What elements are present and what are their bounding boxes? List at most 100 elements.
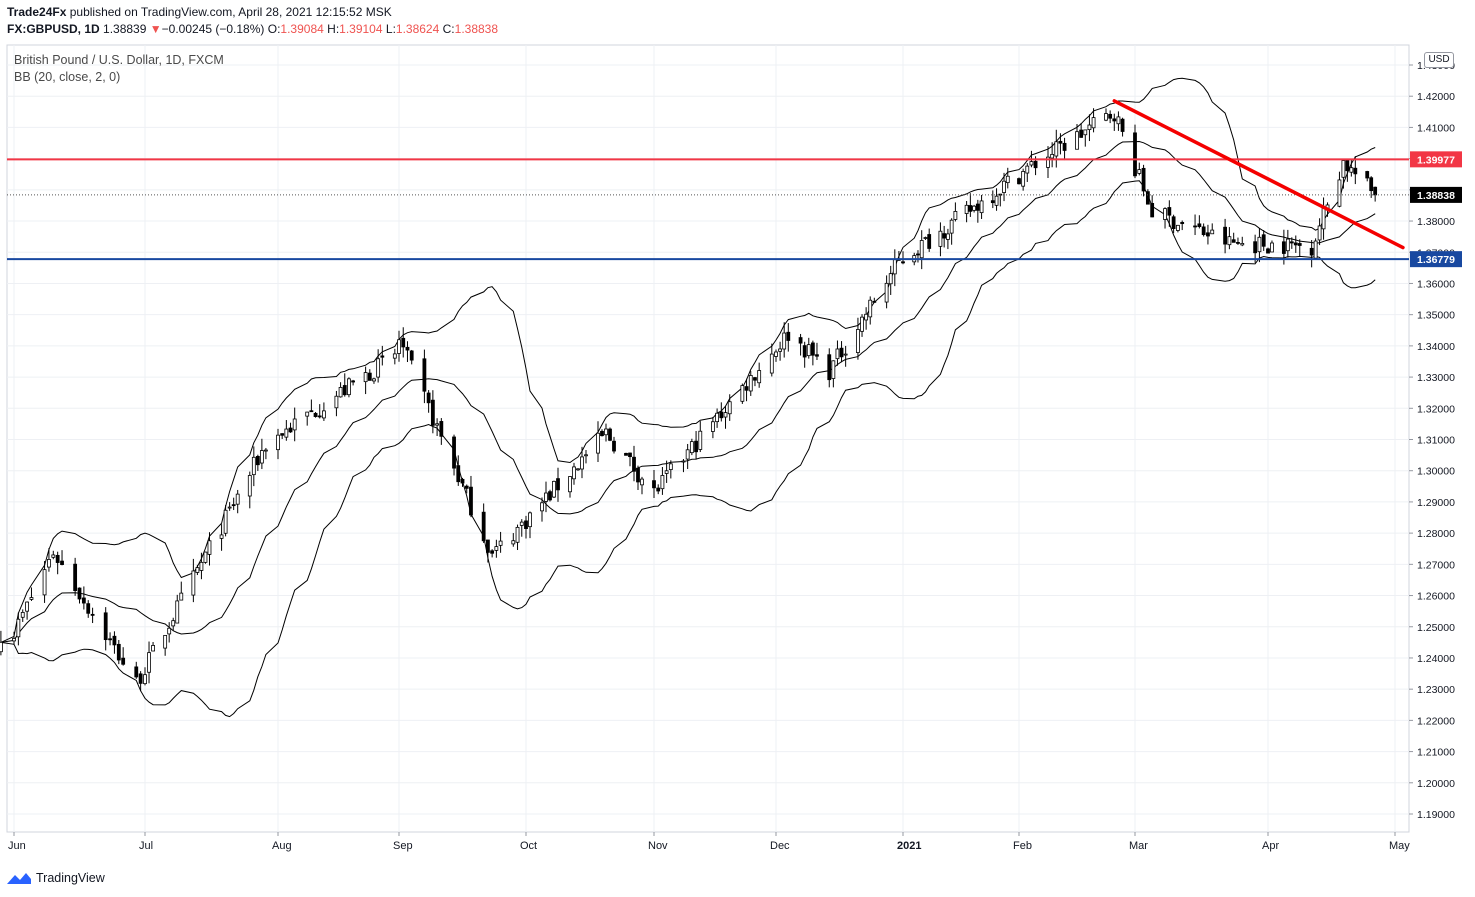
- change-arrow: ▼: [149, 22, 162, 36]
- candle-body: [1253, 241, 1258, 254]
- candle-body: [782, 332, 787, 350]
- candle-body: [284, 428, 289, 438]
- support-price-label-bg: [1410, 251, 1462, 268]
- candle-body: [247, 475, 252, 497]
- candle-body: [1163, 208, 1167, 220]
- candle-body: [1171, 216, 1176, 230]
- last-price-label-bg: [1410, 186, 1462, 203]
- candle-body: [167, 627, 172, 635]
- candle-body: [1141, 167, 1146, 192]
- candle-body: [664, 470, 669, 474]
- candle-body: [719, 411, 724, 419]
- candle-body: [426, 392, 431, 404]
- candle-body: [990, 200, 995, 204]
- candle-body: [47, 559, 51, 568]
- candle-body: [753, 377, 757, 381]
- candle-body: [668, 463, 673, 470]
- candle-body: [1137, 169, 1142, 174]
- candle-body: [460, 478, 465, 484]
- candle-body: [1270, 242, 1274, 253]
- candle-body: [774, 351, 778, 357]
- candle-body: [1083, 129, 1088, 136]
- x-tick-label: Oct: [520, 840, 537, 852]
- candle-body: [916, 253, 920, 256]
- candle-body: [632, 456, 636, 472]
- candle-body: [604, 428, 608, 436]
- y-tick-label: 1.41000: [1417, 122, 1455, 134]
- x-tick-label: Aug: [272, 840, 292, 852]
- candle-body: [901, 261, 905, 264]
- candle-body: [81, 597, 86, 604]
- resistance-price-label: 1.39977: [1417, 154, 1455, 166]
- candle-body: [1180, 221, 1185, 225]
- candle-body: [515, 526, 520, 543]
- candle-body: [757, 370, 762, 384]
- candle-body: [351, 380, 356, 383]
- candle-body: [147, 652, 151, 673]
- footer-brand-label: TradingView: [36, 871, 105, 885]
- y-tick-label: 1.36000: [1417, 278, 1455, 290]
- candle-body: [1062, 142, 1067, 151]
- candle-body: [175, 600, 180, 624]
- candle-body: [347, 378, 351, 396]
- x-tick-label: 2021: [897, 840, 921, 852]
- candle-body: [1150, 203, 1155, 218]
- candle-body: [363, 372, 368, 383]
- candle-body: [612, 440, 616, 452]
- y-tick-label: 1.33000: [1417, 372, 1455, 384]
- candle-body: [1021, 171, 1026, 187]
- support-price-label: 1.36779: [1417, 254, 1455, 266]
- candle-body: [528, 512, 532, 528]
- ohlc-header: FX:GBPUSD, 1D 1.38839 ▼−0.00245 (−0.18%)…: [7, 22, 498, 36]
- candle-body: [1261, 234, 1266, 247]
- candle-body: [151, 645, 155, 652]
- indicator-legend: BB (20, close, 2, 0): [14, 70, 121, 84]
- open-value: 1.39084: [280, 22, 324, 36]
- candle-body: [1087, 124, 1092, 131]
- candle-body: [90, 613, 95, 616]
- candle-body: [392, 353, 397, 359]
- candle-body: [1266, 248, 1270, 254]
- candle-body: [624, 452, 628, 456]
- published-text: published on TradingView.com, April 28, …: [69, 5, 392, 19]
- candle-body: [1112, 118, 1117, 122]
- candle-body: [839, 347, 844, 358]
- candle-body: [86, 603, 91, 614]
- candle-body: [456, 465, 461, 483]
- candle-body: [576, 468, 580, 471]
- candle-body: [856, 329, 860, 353]
- candle-body: [964, 204, 969, 214]
- x-tick-label: Jun: [8, 840, 26, 852]
- candle-body: [231, 504, 236, 507]
- candle-body: [163, 635, 168, 649]
- candle-body: [305, 411, 310, 417]
- y-tick-label: 1.29000: [1417, 497, 1455, 509]
- candle-body: [138, 673, 143, 684]
- last-price-label: 1.38838: [1417, 190, 1455, 202]
- candle-body: [334, 395, 339, 409]
- currency-button[interactable]: USD: [1424, 52, 1454, 68]
- candle-body: [552, 480, 556, 498]
- candle-body: [1167, 207, 1172, 216]
- x-tick-label: May: [1389, 840, 1410, 852]
- candle-body: [1353, 167, 1358, 175]
- candle-body: [112, 635, 117, 646]
- y-tick-label: 1.32000: [1417, 403, 1455, 415]
- candle-body: [219, 534, 224, 539]
- candle-body: [1046, 156, 1050, 168]
- candle-body: [1079, 129, 1084, 138]
- candle-body: [207, 540, 212, 555]
- y-tick-label: 1.31000: [1417, 435, 1455, 447]
- x-tick-label: Dec: [770, 840, 790, 852]
- candle-body: [975, 203, 980, 211]
- candle-body: [481, 511, 486, 542]
- candle-body: [744, 386, 749, 391]
- candle-body: [949, 219, 954, 234]
- candle-body: [831, 360, 836, 379]
- candle-body: [143, 674, 147, 685]
- candle-body: [572, 466, 576, 480]
- candle-body: [694, 440, 698, 453]
- candle-body: [608, 428, 612, 441]
- candle-body: [25, 601, 30, 612]
